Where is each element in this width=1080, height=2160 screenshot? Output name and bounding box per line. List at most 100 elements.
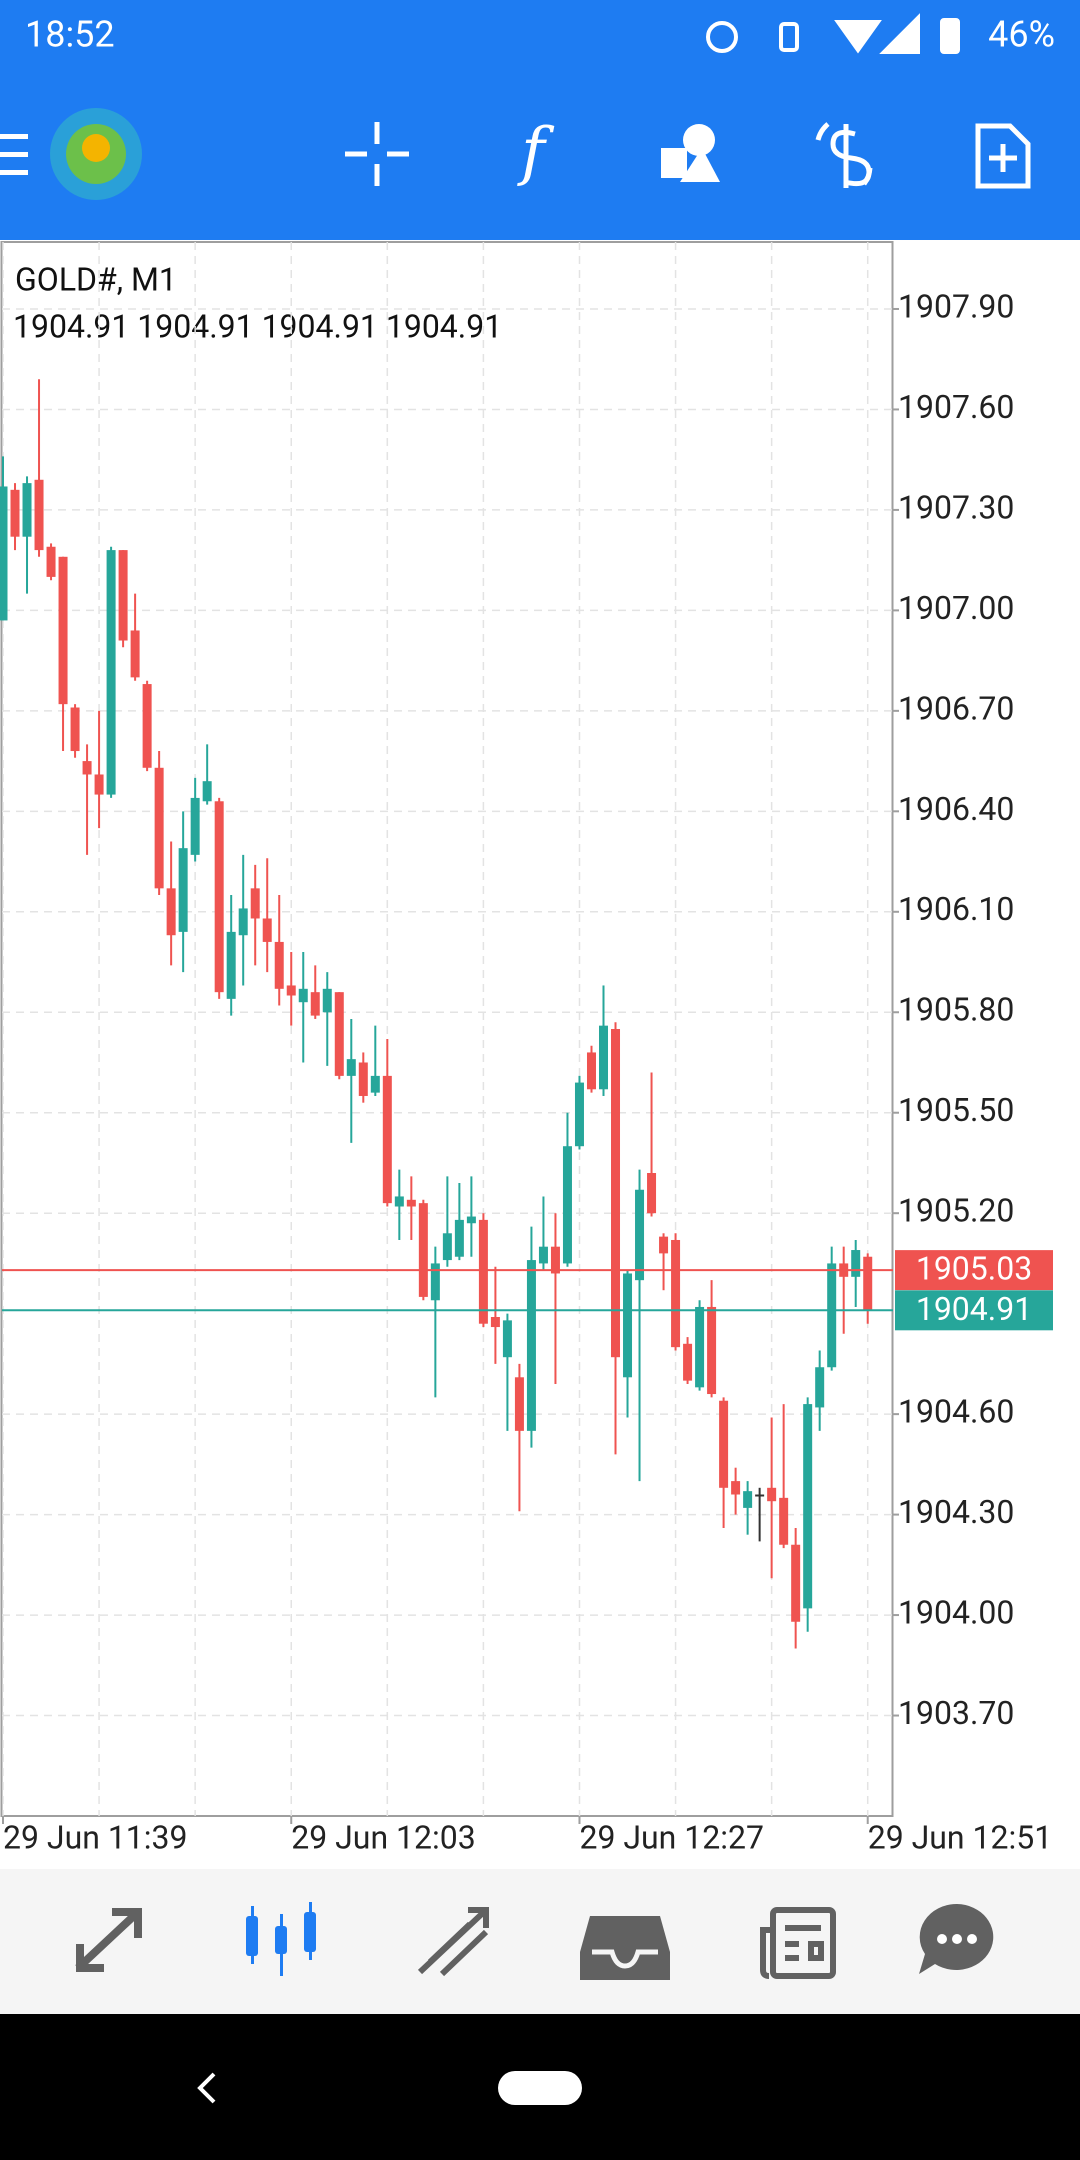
candle-body — [767, 1487, 777, 1502]
crosshair-button[interactable] — [345, 122, 409, 186]
candle-body — [779, 1497, 789, 1545]
menu-button[interactable] — [0, 134, 28, 175]
y-tick-label: 1904.00 — [898, 1594, 1014, 1632]
candle-body — [635, 1189, 645, 1281]
y-tick-label: 1907.60 — [898, 388, 1014, 426]
plot: 1903.70 1904.00 1904.30 1904.60 1905.20 1905.… — [0, 242, 1053, 1856]
ohlc-info: 1904.91 1904.91 1904.91 1904.91 — [13, 307, 502, 345]
quotes-tab[interactable] — [75, 1908, 142, 1972]
y-tick-label: 1904.30 — [898, 1493, 1014, 1531]
candle-body — [22, 483, 32, 537]
candle-body — [514, 1377, 524, 1431]
candle-body — [707, 1306, 717, 1395]
candle-body — [0, 486, 8, 621]
y-tick-label: 1906.70 — [898, 689, 1014, 727]
y-tick-label: 1906.10 — [898, 890, 1014, 928]
candle-body — [731, 1481, 741, 1495]
candle-body — [382, 1075, 392, 1204]
candle-body — [106, 550, 116, 795]
candle-body — [406, 1199, 416, 1207]
candle-body — [671, 1239, 681, 1348]
y-tick-label: 1907.00 — [898, 589, 1014, 627]
chart-tab[interactable] — [246, 1902, 316, 1976]
candle-body — [82, 761, 92, 775]
candle-body — [466, 1216, 476, 1224]
trade-button[interactable] — [815, 122, 873, 188]
chat-tab[interactable] — [919, 1903, 994, 1974]
candle-body — [683, 1343, 693, 1381]
candle-body — [454, 1219, 464, 1257]
objects-button[interactable] — [661, 124, 720, 182]
candle-body — [58, 556, 68, 705]
candle-body — [250, 888, 260, 919]
candle-body — [430, 1263, 440, 1301]
y-tick-label: 1905.50 — [898, 1091, 1014, 1129]
candle-body — [418, 1203, 428, 1297]
candle-body — [142, 684, 152, 768]
candle-body — [190, 797, 200, 855]
candle-body — [322, 988, 332, 1013]
candle-body — [130, 630, 140, 678]
status-time: 18:52 — [25, 14, 115, 56]
y-tick-label: 1907.30 — [898, 488, 1014, 526]
candle-body — [34, 479, 44, 551]
y-tick-label: 1903.70 — [898, 1694, 1014, 1732]
bottom-nav — [0, 1869, 1080, 2014]
home-button[interactable] — [498, 2071, 582, 2105]
x-tick-label: 29 Jun 12:51 — [868, 1818, 1053, 1856]
candle-body — [803, 1404, 813, 1609]
candle-body — [334, 992, 344, 1076]
back-button[interactable] — [197, 2072, 216, 2104]
candle-body — [118, 550, 128, 641]
candle-body — [623, 1273, 633, 1378]
price-label-box — [895, 1290, 1053, 1331]
app-logo[interactable] — [50, 108, 142, 200]
candle-body — [370, 1075, 380, 1093]
candle-body — [154, 767, 164, 889]
candle-body — [611, 1029, 621, 1358]
candle-body — [538, 1246, 548, 1264]
candle-body — [502, 1320, 512, 1358]
candle-body — [719, 1400, 729, 1488]
candle-body — [755, 1494, 765, 1497]
chart-frame — [0, 241, 894, 1817]
y-tick-label: 1905.80 — [898, 991, 1014, 1029]
candle-body — [346, 1059, 356, 1076]
candle-body — [863, 1256, 873, 1311]
trade-tab[interactable] — [417, 1907, 489, 1977]
candle-body — [586, 1052, 596, 1090]
candle-body — [599, 1025, 608, 1090]
candle-body — [442, 1233, 452, 1261]
candle-body — [851, 1250, 861, 1277]
candle-body — [659, 1236, 669, 1254]
candle-body — [94, 774, 104, 795]
history-tab[interactable] — [580, 1916, 670, 1980]
y-tick-label: 1904.60 — [898, 1393, 1014, 1431]
candle-body — [310, 992, 320, 1016]
candle-body — [562, 1146, 572, 1264]
candle-body — [226, 931, 236, 999]
candle-body — [490, 1317, 500, 1328]
candle-body — [550, 1246, 560, 1274]
status-icons — [706, 13, 960, 54]
news-tab[interactable] — [760, 1907, 836, 1979]
candle-body — [478, 1219, 488, 1324]
chart-title: GOLD#, M1 — [15, 260, 177, 298]
candle-body — [262, 918, 272, 942]
new-order-button[interactable] — [975, 123, 1031, 189]
candle-body — [166, 888, 176, 936]
candle-body — [815, 1367, 825, 1408]
candle-body — [214, 801, 224, 993]
candle-body — [526, 1260, 536, 1431]
candle-body — [647, 1173, 657, 1214]
candle-body — [827, 1263, 837, 1368]
x-tick-label: 29 Jun 12:27 — [579, 1818, 764, 1856]
price-label: 1905.03 — [916, 1250, 1032, 1288]
candle-body — [791, 1544, 801, 1622]
price-label: 1904.91 — [916, 1290, 1032, 1328]
candle-body — [394, 1196, 404, 1207]
candle-body — [695, 1306, 705, 1388]
battery-level: 46% — [988, 14, 1055, 56]
candle-body — [286, 985, 296, 996]
